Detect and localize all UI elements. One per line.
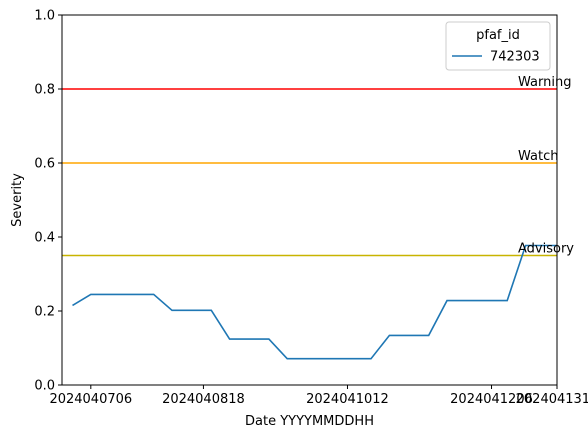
- x-tick-label: 2024041206: [450, 392, 533, 407]
- threshold-annotations: Warning Watch Advisory: [518, 75, 574, 257]
- y-axis-label: Severity: [10, 173, 25, 227]
- y-tick-label: 0.4: [34, 231, 55, 246]
- legend-title: pfaf_id: [476, 28, 520, 43]
- plot-area-frame: [61, 14, 558, 386]
- legend: pfaf_id 742303: [445, 21, 551, 71]
- x-axis-ticks: 2024040706 2024040818 2024041012 2024041206…: [49, 385, 588, 407]
- legend-items: 742303: [452, 50, 540, 65]
- x-tick-label: 2024040706: [49, 392, 132, 407]
- y-tick-label: 0.6: [34, 157, 55, 172]
- x-tick-label: 2024040818: [162, 392, 245, 407]
- series-line-742303: [72, 244, 557, 360]
- y-tick-label: 0.0: [34, 379, 55, 394]
- y-tick-label: 0.8: [34, 83, 55, 98]
- x-tick-label: 2024041312: [516, 392, 588, 407]
- threshold-label-warning: Warning: [518, 75, 571, 90]
- series-lines: [72, 244, 557, 360]
- threshold-lines: [62, 88, 557, 257]
- y-axis-ticks: 0.0 0.2 0.4 0.6 0.8 1.0: [34, 9, 62, 394]
- threshold-label-advisory: Advisory: [518, 242, 574, 257]
- x-axis-label: Date YYYYMMDDHH: [245, 414, 374, 429]
- y-tick-label: 1.0: [34, 9, 55, 24]
- legend-box: [445, 21, 551, 71]
- x-tick-label: 2024041012: [306, 392, 389, 407]
- threshold-label-watch: Watch: [518, 149, 558, 164]
- y-tick-label: 0.2: [34, 305, 55, 320]
- legend-label: 742303: [490, 50, 540, 65]
